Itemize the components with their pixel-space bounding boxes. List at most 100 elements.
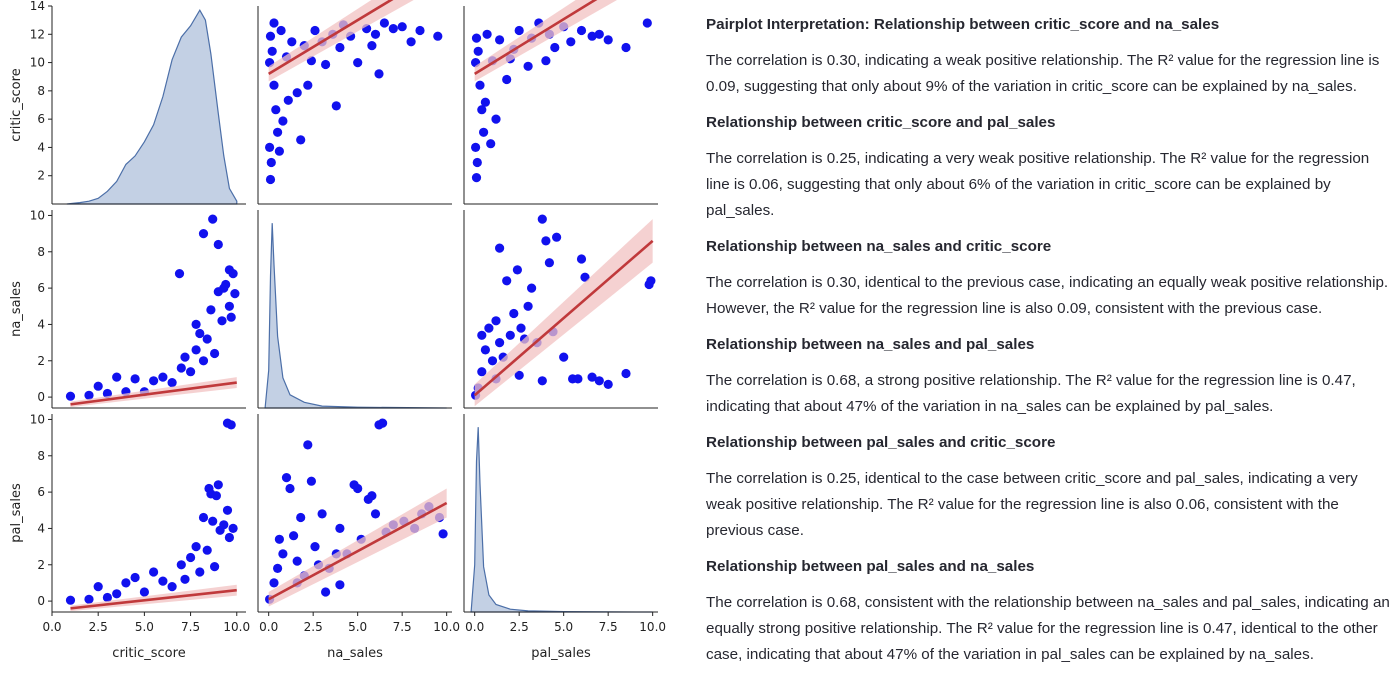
scatter-point xyxy=(486,139,496,149)
scatter-point xyxy=(208,516,218,526)
panel-pal_sales-vs-pal_sales xyxy=(463,414,658,613)
confidence-band xyxy=(268,488,447,607)
scatter-point xyxy=(367,491,377,501)
section-title: Relationship between pal_sales and na_sa… xyxy=(706,558,1035,575)
y-tick-label: 4 xyxy=(37,521,45,535)
y-tick-label: 12 xyxy=(30,27,45,41)
scatter-point xyxy=(397,22,407,32)
scatter-point xyxy=(93,381,103,391)
scatter-point xyxy=(303,440,313,450)
panel-na_sales-vs-pal_sales xyxy=(257,414,452,613)
scatter-point xyxy=(213,480,223,490)
y-tick-label: 14 xyxy=(30,0,45,13)
scatter-point xyxy=(621,42,631,53)
y-tick-label: 4 xyxy=(37,317,45,331)
scatter-point xyxy=(310,25,320,36)
scatter-point xyxy=(285,483,295,494)
confidence-band xyxy=(474,219,653,407)
scatter-point xyxy=(198,512,209,523)
scatter-point xyxy=(514,25,524,36)
scatter-point xyxy=(415,25,425,36)
scatter-point xyxy=(296,512,306,523)
scatter-point xyxy=(576,254,587,264)
scatter-point xyxy=(472,157,482,168)
scatter-point xyxy=(594,376,604,386)
scatter-point xyxy=(335,42,345,53)
scatter-point xyxy=(576,25,587,36)
scatter-point xyxy=(121,578,131,588)
scatter-point xyxy=(198,229,209,239)
y-tick-label: 8 xyxy=(37,449,45,463)
scatter-point xyxy=(112,372,122,382)
scatter-point xyxy=(274,146,284,156)
scatter-point xyxy=(213,239,223,250)
scatter-point xyxy=(475,80,485,90)
scatter-point xyxy=(278,549,288,559)
scatter-point xyxy=(267,46,277,56)
pairplot-chart: 2 4 6 8 10 12 14 critic_score 0 2 4 6 8 10 na_sales 0 2 4… xyxy=(9,0,666,661)
scatter-point xyxy=(621,368,631,379)
scatter-point xyxy=(495,243,505,253)
scatter-point xyxy=(594,29,604,39)
scatter-point xyxy=(139,587,149,597)
scatter-point xyxy=(471,33,482,43)
scatter-point xyxy=(274,534,284,544)
scatter-point xyxy=(388,24,398,34)
y-axis-label: critic_score xyxy=(9,68,24,141)
scatter-point xyxy=(471,142,481,152)
scatter-point xyxy=(580,272,590,282)
scatter-point xyxy=(265,31,276,41)
y-tick-label: 2 xyxy=(37,558,45,572)
y-tick-label: 6 xyxy=(37,112,45,126)
scatter-point xyxy=(292,556,302,566)
scatter-point xyxy=(523,61,533,71)
scatter-point xyxy=(353,58,363,68)
y-tick-label: 2 xyxy=(37,354,45,368)
scatter-point xyxy=(65,595,76,605)
y-tick-label: 10 xyxy=(30,56,45,70)
section-text: The correlation is 0.30, indicating a we… xyxy=(706,52,1380,95)
scatter-point xyxy=(603,379,613,389)
scatter-point xyxy=(84,594,94,604)
scatter-point xyxy=(516,323,526,333)
scatter-point xyxy=(224,301,234,311)
scatter-point xyxy=(176,560,186,570)
scatter-point xyxy=(573,374,583,384)
scatter-point xyxy=(271,105,281,115)
scatter-point xyxy=(495,338,505,348)
scatter-point xyxy=(367,41,377,51)
scatter-point xyxy=(471,173,482,183)
y-tick-label: 6 xyxy=(37,281,45,295)
scatter-point xyxy=(269,80,279,90)
scatter-point xyxy=(512,265,523,275)
scatter-point xyxy=(559,352,569,362)
scatter-point xyxy=(226,312,236,322)
scatter-point xyxy=(158,576,168,586)
scatter-point xyxy=(273,127,283,137)
y-tick-label: 8 xyxy=(37,84,45,98)
section-text: The correlation is 0.68, consistent with… xyxy=(706,594,1390,663)
scatter-point xyxy=(335,580,345,590)
x-axis-label: na_sales xyxy=(327,646,383,661)
scatter-point xyxy=(502,74,512,85)
scatter-point xyxy=(191,319,201,329)
scatter-point xyxy=(149,376,159,386)
scatter-point xyxy=(191,345,201,355)
scatter-point xyxy=(167,378,177,388)
scatter-point xyxy=(222,418,233,428)
panel-pal_sales-vs-na_sales xyxy=(463,210,658,409)
scatter-point xyxy=(102,388,112,399)
scatter-point xyxy=(473,46,483,56)
scatter-point xyxy=(174,269,185,279)
scatter-point xyxy=(228,269,238,279)
panel-critic_score-vs-pal_sales xyxy=(51,414,246,613)
scatter-point xyxy=(523,301,533,311)
scatter-point xyxy=(552,232,562,242)
scatter-point xyxy=(303,80,313,90)
x-axis-label: pal_sales xyxy=(531,646,591,661)
x-tick-label: 10.0 xyxy=(639,620,666,634)
interpretation-panel: Pairplot Interpretation: Relationship be… xyxy=(706,12,1390,678)
x-tick-label: 0.0 xyxy=(259,620,278,634)
scatter-point xyxy=(176,363,186,373)
scatter-point xyxy=(281,473,292,483)
